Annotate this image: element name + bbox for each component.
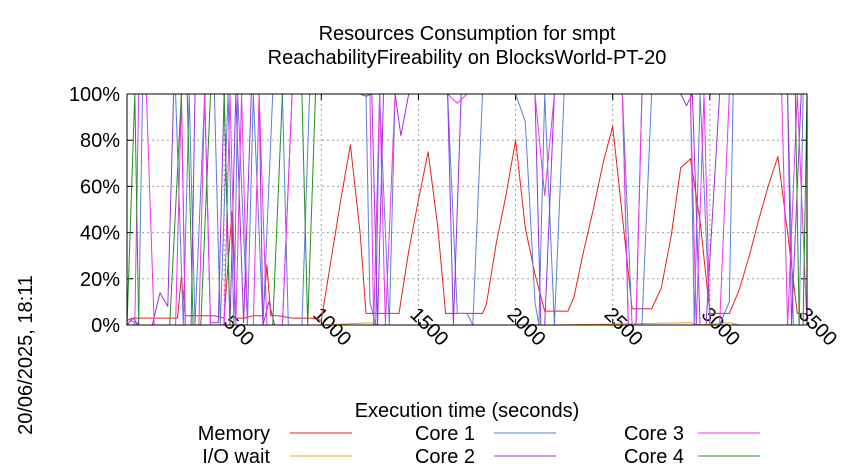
legend-label-core-3: Core 3 <box>624 423 684 445</box>
x-tick-label: 1000 <box>308 304 355 351</box>
y-tick-label: 20% <box>80 269 120 291</box>
side-timestamp: 20/06/2025, 18:11 <box>15 275 37 435</box>
x-axis-ticks: 500 1000 1500 2000 2500 3000 3500 <box>219 94 841 351</box>
y-tick-label: 100% <box>69 84 120 106</box>
x-tick-label: 500 <box>219 311 258 350</box>
legend-label-core-4: Core 4 <box>624 446 684 468</box>
x-tick-label: 2500 <box>600 304 647 351</box>
plot-frame <box>126 93 808 326</box>
legend-label-memory: Memory <box>198 423 270 445</box>
x-axis-label: Execution time (seconds) <box>355 400 580 422</box>
series-line-memory <box>126 125 807 321</box>
y-tick-label: 60% <box>80 176 120 198</box>
y-tick-label: 0% <box>91 315 120 337</box>
series-lines <box>126 93 808 326</box>
chart-subtitle: ReachabilityFireability on BlocksWorld-P… <box>268 47 667 69</box>
legend-label-i-o-wait: I/O wait <box>202 446 270 468</box>
legend-label-core-2: Core 2 <box>415 446 475 468</box>
x-tick-label: 3500 <box>794 304 841 351</box>
y-tick-label: 80% <box>80 130 120 152</box>
chart-title: Resources Consumption for smpt <box>319 23 616 45</box>
x-tick-label: 2000 <box>503 304 550 351</box>
legend-label-core-1: Core 1 <box>415 423 475 445</box>
y-tick-label: 40% <box>80 223 120 245</box>
